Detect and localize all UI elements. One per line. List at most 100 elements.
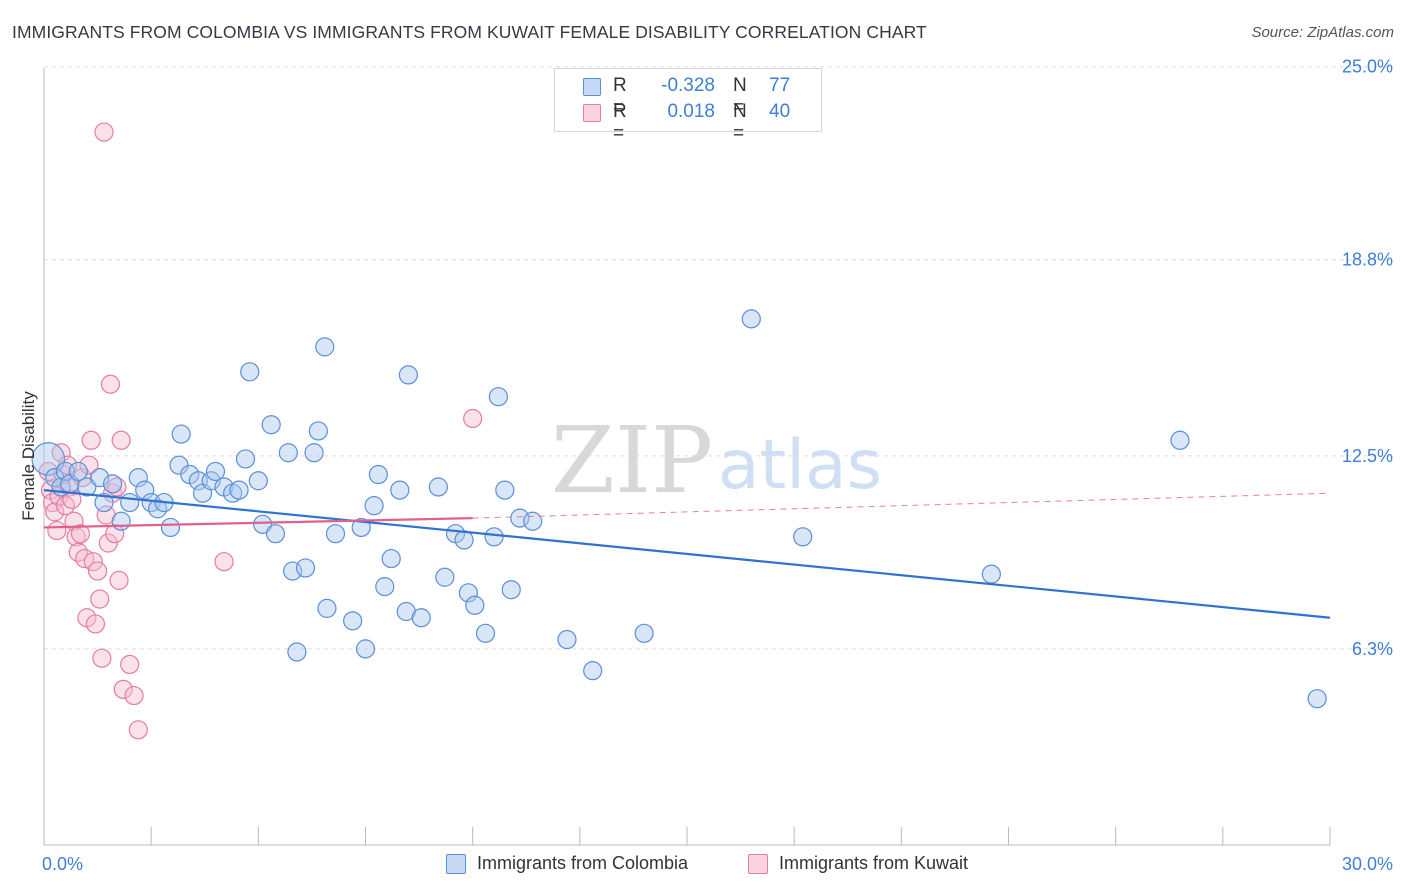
colombia-point: [120, 492, 140, 513]
kuwait-point: [100, 374, 121, 394]
kuwait-point: [85, 614, 106, 634]
kuwait-trend-line: [43, 517, 473, 529]
x-tick-label: 30.0%: [1342, 854, 1393, 874]
kuwait-point: [51, 443, 71, 463]
r-label: R =: [613, 101, 627, 144]
kuwait-point: [109, 570, 129, 590]
kuwait-point: [92, 648, 112, 668]
colombia-point: [368, 464, 388, 485]
kuwait-legend-swatch: [748, 854, 768, 874]
colombia-point: [240, 362, 260, 382]
colombia-point: [295, 558, 316, 578]
source-label: Source: ZipAtlas.com: [1251, 24, 1394, 41]
colombia-point: [355, 639, 376, 659]
colombia-point: [411, 608, 431, 628]
colombia-point: [495, 480, 515, 500]
watermark-zip: ZIP: [551, 407, 713, 514]
gridlines: [44, 66, 1394, 650]
y-tick-label: 12.5%: [1342, 446, 1393, 466]
watermark-atlas: atlas: [718, 426, 882, 505]
colombia-point: [981, 564, 1001, 584]
kuwait-point: [98, 533, 118, 553]
colombia-point: [793, 527, 813, 547]
n-value: 77: [769, 75, 791, 96]
kuwait-point: [47, 520, 67, 541]
colombia-point: [94, 492, 114, 513]
colombia-point: [315, 337, 335, 357]
kuwait-point: [128, 720, 148, 740]
colombia-series: [31, 309, 1327, 709]
colombia-point: [390, 480, 410, 500]
n-label: N =: [733, 101, 747, 144]
colombia-point: [428, 477, 448, 497]
colombia-point: [261, 415, 281, 435]
colombia-point: [1307, 689, 1327, 709]
kuwait-point: [214, 552, 234, 572]
kuwait-point: [94, 122, 114, 142]
colombia-point: [31, 442, 66, 476]
colombia-point: [484, 527, 504, 547]
r-label: R =: [613, 75, 627, 118]
kuwait-point: [120, 654, 140, 675]
kuwait-point: [87, 561, 108, 581]
y-tick-label: 18.8%: [1342, 250, 1393, 270]
colombia-point: [308, 421, 328, 441]
colombia-point: [375, 577, 395, 597]
kuwait-point: [113, 679, 133, 699]
r-value: -0.328: [661, 75, 715, 96]
axes: [43, 68, 1331, 846]
colombia-swatch: [583, 78, 601, 96]
colombia-point: [634, 623, 654, 643]
colombia-point: [205, 461, 226, 482]
y-tick-label: 25.0%: [1342, 57, 1393, 77]
colombia-point: [523, 511, 543, 531]
kuwait-swatch: [583, 104, 601, 122]
colombia-point: [304, 443, 324, 463]
colombia-point: [1170, 430, 1190, 450]
colombia-point: [488, 387, 508, 407]
kuwait-point: [70, 524, 91, 544]
colombia-point: [398, 365, 418, 385]
kuwait-series: [38, 122, 483, 740]
chart-title: IMMIGRANTS FROM COLOMBIA VS IMMIGRANTS F…: [12, 22, 927, 42]
colombia-point: [317, 598, 337, 618]
colombia-legend-swatch: [446, 854, 466, 874]
colombia-point: [454, 530, 474, 550]
y-axis-label: Female Disability: [19, 391, 38, 521]
colombia-point: [235, 449, 256, 469]
colombia-point: [128, 468, 148, 488]
r-value: 0.018: [667, 101, 715, 122]
colombia-point: [325, 524, 346, 544]
colombia-point: [343, 611, 363, 631]
colombia-point: [465, 595, 485, 615]
colombia-point: [77, 477, 97, 497]
colombia-point: [160, 517, 181, 538]
colombia-point: [501, 580, 521, 600]
kuwait-point: [463, 408, 483, 429]
y-tick-label: 6.3%: [1352, 639, 1393, 659]
colombia-point: [381, 548, 401, 569]
n-label: N =: [733, 75, 747, 118]
tick-labels: 6.3% 12.5% 18.8% 25.0% 0.0% 30.0%: [42, 57, 1393, 874]
colombia-point: [364, 496, 384, 516]
colombia-point: [278, 443, 298, 463]
kuwait-point: [111, 430, 131, 450]
colombia-point: [741, 309, 761, 329]
correlation-legend: R = -0.328 N = 77 R = 0.018 N = 40: [554, 68, 822, 144]
colombia-point: [102, 474, 123, 494]
colombia-point: [111, 511, 131, 531]
kuwait-point: [83, 552, 103, 572]
kuwait-point: [62, 489, 82, 510]
colombia-trend-line: [43, 488, 1331, 619]
colombia-point: [229, 480, 249, 500]
colombia-point: [458, 583, 478, 603]
colombia-point: [253, 514, 273, 534]
kuwait-point: [45, 502, 65, 522]
colombia-point: [435, 567, 455, 587]
colombia-point: [171, 424, 191, 444]
kuwait-point: [90, 589, 110, 609]
kuwait-point: [124, 685, 144, 706]
watermark: ZIP atlas: [551, 407, 882, 514]
colombia-point: [68, 461, 88, 482]
